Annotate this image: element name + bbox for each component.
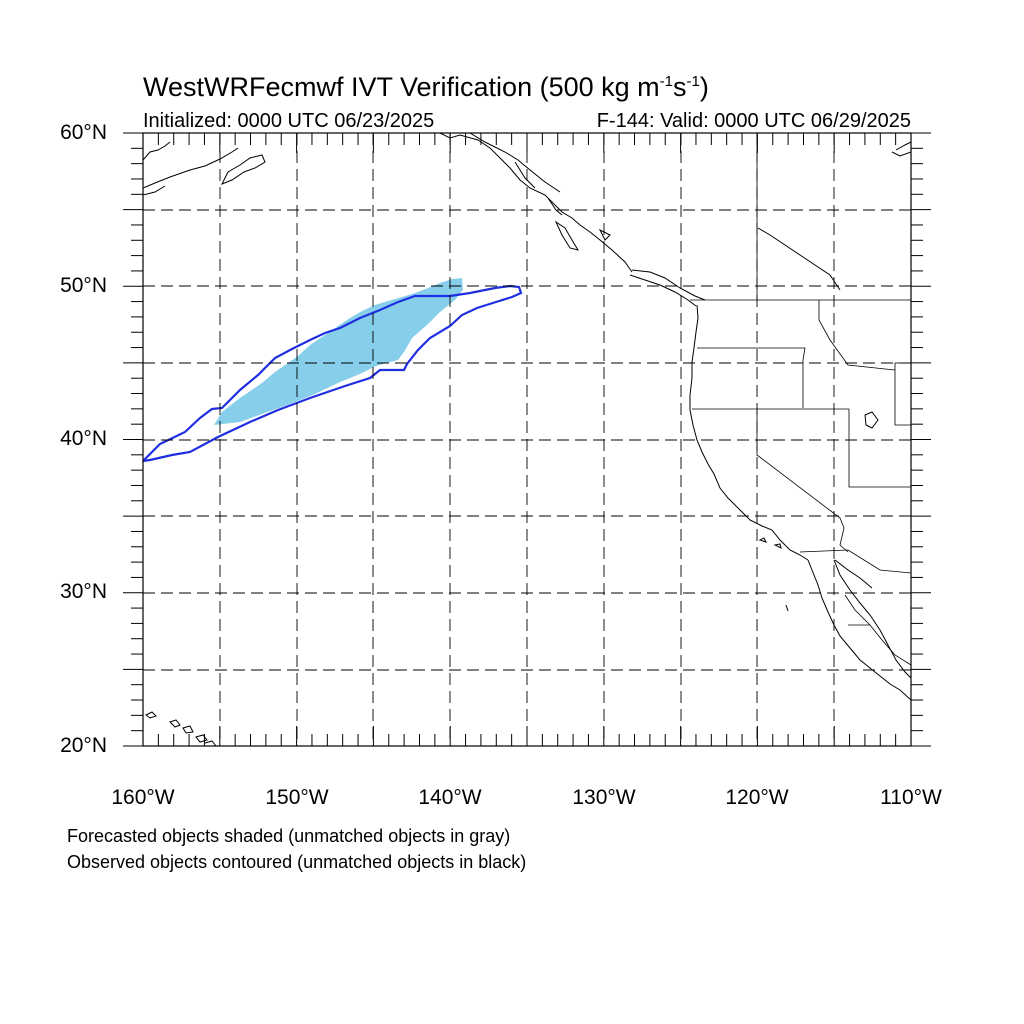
note-observed: Observed objects contoured (unmatched ob… [67, 852, 527, 872]
political-boundaries [690, 133, 911, 666]
valid-time: F-144: Valid: 0000 UTC 06/29/2025 [596, 110, 911, 132]
lon-label-160w: 160°W [111, 786, 175, 809]
lat-label-50n: 50°N [60, 274, 107, 297]
lat-label-60n: 60°N [60, 121, 107, 144]
forecast-ivt-object [214, 278, 463, 425]
lon-label-110w: 110°W [880, 786, 942, 809]
lon-label-150w: 150°W [265, 786, 329, 809]
lon-label-120w: 120°W [725, 786, 789, 809]
lat-label-40n: 40°N [60, 427, 107, 450]
lon-label-130w: 130°W [572, 786, 636, 809]
note-forecast: Forecasted objects shaded (unmatched obj… [67, 826, 511, 846]
graticule [143, 133, 911, 746]
lon-label-140w: 140°W [418, 786, 482, 809]
lat-label-20n: 20°N [60, 734, 107, 757]
coastlines [143, 133, 911, 746]
axis-ticks [123, 132, 931, 747]
initialized-time: Initialized: 0000 UTC 06/23/2025 [143, 110, 435, 132]
observed-ivt-contour [143, 284, 523, 463]
chart-title: WestWRFecmwf IVT Verification (500 kg m-… [143, 72, 709, 102]
lat-label-30n: 30°N [60, 580, 107, 603]
